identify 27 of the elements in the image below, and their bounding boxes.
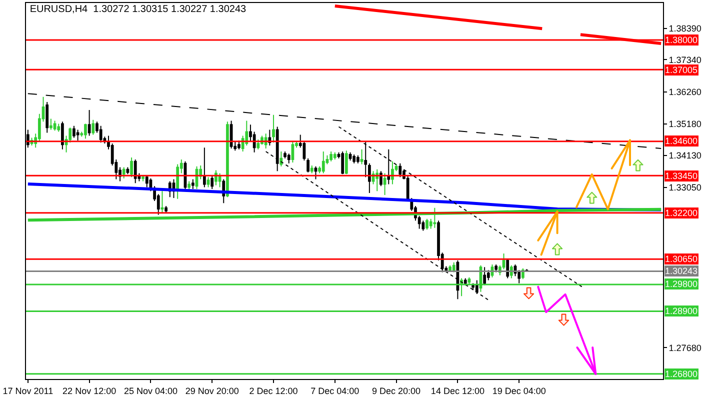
ref-line-label: 1.37005 xyxy=(665,65,698,75)
y-tick-label: 1.27680 xyxy=(668,342,702,353)
y-tick-label: 1.34130 xyxy=(668,150,702,161)
ref-line-label: 1.32200 xyxy=(665,208,698,218)
x-tick-label: 22 Nov 12:00 xyxy=(62,386,116,396)
y-tick-label: 1.33050 xyxy=(668,182,702,193)
y-tick-label: 1.35180 xyxy=(668,119,702,130)
x-tick-label: 25 Nov 04:00 xyxy=(124,386,178,396)
chart-title: EURUSD,H4 1.30272 1.30315 1.30227 1.30243 xyxy=(30,4,247,15)
ref-line-label: 1.28900 xyxy=(665,306,698,316)
y-tick-label: 1.36260 xyxy=(668,87,702,98)
y-tick-label: 1.37340 xyxy=(668,54,702,65)
ref-line-label: 1.30650 xyxy=(665,254,698,264)
x-tick-label: 7 Dec 04:00 xyxy=(310,386,360,396)
ref-line-label: 1.38000 xyxy=(665,35,698,45)
ref-line-label: 1.26800 xyxy=(665,369,698,379)
ref-line-label: 1.33450 xyxy=(665,171,698,181)
x-tick-label: 9 Dec 20:00 xyxy=(372,386,421,396)
ref-line-label: 1.30243 xyxy=(665,266,698,276)
x-tick-label: 17 Nov 2011 xyxy=(2,386,54,396)
ref-line-label: 1.29800 xyxy=(665,279,698,289)
x-tick-label: 19 Dec 04:00 xyxy=(492,386,546,396)
x-tick-label: 2 Dec 12:00 xyxy=(249,386,298,396)
x-tick-label: 14 Dec 12:00 xyxy=(430,386,484,396)
ref-line-label: 1.34600 xyxy=(665,136,698,146)
x-tick-label: 29 Nov 20:00 xyxy=(185,386,239,396)
y-tick-label: 1.38390 xyxy=(668,23,702,34)
